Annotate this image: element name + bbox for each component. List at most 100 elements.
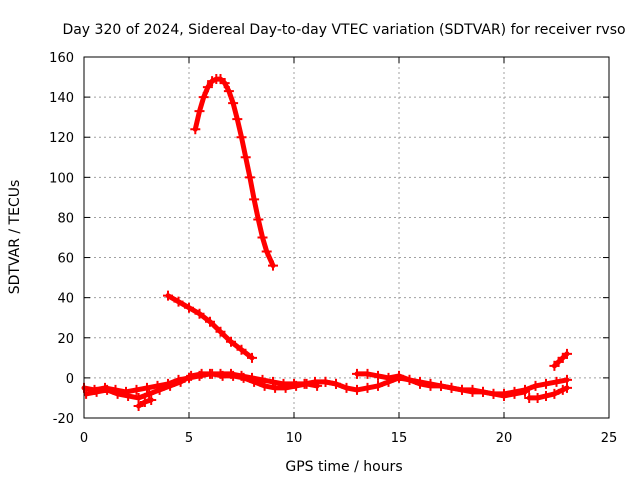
- y-tick-label: 40: [57, 292, 74, 307]
- data-point: [84, 388, 92, 399]
- data-point: [194, 106, 205, 117]
- data-point: [562, 348, 572, 359]
- data-point: [478, 386, 488, 397]
- y-tick-label: 140: [49, 91, 74, 106]
- data-point: [373, 380, 383, 391]
- data-point: [163, 290, 173, 301]
- y-tick-label: 20: [57, 332, 74, 347]
- y-tick-label: 160: [49, 51, 74, 66]
- data-point: [549, 388, 560, 399]
- data-point: [457, 384, 467, 395]
- data-point: [236, 132, 247, 143]
- data-point: [144, 388, 155, 399]
- data-point: [186, 370, 197, 381]
- data-point: [520, 386, 530, 397]
- data-point: [228, 98, 239, 109]
- data-point: [446, 382, 457, 393]
- series-band: [551, 351, 570, 369]
- series-baseline-d: [352, 368, 530, 401]
- tick-layer: 0 5 10 15 20 25 -20 0 20 40 60 80 100 120 140 160: [49, 51, 617, 446]
- data-layer: [81, 74, 572, 411]
- data-point: [394, 370, 404, 381]
- series-baseline-f: [133, 394, 157, 411]
- y-tick-label: 0: [66, 372, 74, 387]
- data-point: [207, 368, 218, 379]
- data-point: [373, 370, 383, 381]
- data-point: [184, 302, 194, 313]
- data-point: [194, 308, 205, 319]
- chart-title: Day 320 of 2024, Sidereal Day-to-day VTE…: [62, 22, 625, 38]
- data-point: [562, 382, 572, 393]
- y-tick-label: 100: [49, 171, 74, 186]
- data-point: [215, 326, 226, 337]
- data-point: [404, 374, 415, 385]
- x-axis-label: GPS time / hours: [285, 459, 402, 475]
- data-point: [499, 390, 509, 401]
- y-tick-label: 80: [57, 211, 74, 226]
- data-point: [436, 380, 446, 391]
- data-point: [219, 78, 230, 89]
- data-point: [383, 372, 394, 383]
- data-point: [112, 388, 123, 399]
- data-point: [175, 376, 186, 387]
- data-point: [198, 92, 209, 103]
- data-point: [541, 390, 551, 401]
- data-point: [261, 246, 272, 257]
- data-point: [238, 372, 249, 383]
- data-point: [146, 394, 157, 405]
- data-point: [331, 378, 341, 389]
- data-point: [341, 382, 352, 393]
- data-point: [202, 82, 213, 93]
- data-point: [240, 152, 251, 163]
- data-point: [247, 352, 257, 363]
- data-point: [425, 378, 436, 389]
- data-point: [532, 392, 543, 403]
- data-point: [320, 376, 331, 387]
- data-point: [131, 384, 142, 395]
- x-tick-label: 25: [601, 431, 618, 446]
- series-arc-high: [190, 74, 278, 271]
- series-band: [165, 293, 255, 361]
- data-point: [249, 376, 260, 387]
- data-point: [253, 214, 264, 225]
- data-point: [362, 368, 373, 379]
- y-tick-label: -20: [53, 412, 74, 427]
- x-tick-label: 0: [80, 431, 88, 446]
- data-point: [291, 380, 302, 391]
- data-point: [524, 392, 535, 403]
- series-baseline-e: [524, 382, 572, 403]
- data-point: [530, 380, 541, 391]
- data-point: [196, 368, 207, 379]
- data-point: [362, 382, 373, 393]
- data-point: [268, 260, 278, 271]
- x-tick-label: 20: [496, 431, 513, 446]
- data-point: [226, 336, 236, 347]
- x-tick-label: 10: [286, 431, 303, 446]
- y-axis-label: SDTVAR / TECUs: [7, 180, 23, 295]
- data-point: [312, 380, 323, 391]
- data-point: [301, 378, 312, 389]
- data-point: [91, 386, 102, 397]
- data-point: [259, 380, 270, 391]
- data-point: [139, 396, 150, 407]
- data-point: [352, 368, 362, 379]
- data-point: [270, 382, 281, 393]
- data-point: [249, 194, 260, 205]
- data-point: [257, 232, 268, 243]
- data-point: [467, 384, 478, 395]
- data-point: [217, 370, 228, 381]
- data-point: [165, 380, 176, 391]
- grid-layer: [84, 57, 609, 418]
- data-point: [190, 124, 201, 135]
- series-arc-mid: [163, 290, 257, 363]
- y-tick-label: 120: [49, 131, 74, 146]
- data-point: [488, 388, 499, 399]
- data-point: [541, 378, 551, 389]
- data-point: [352, 384, 362, 395]
- data-point: [551, 376, 562, 387]
- data-point: [280, 382, 291, 393]
- y-tick-label: 60: [57, 252, 74, 267]
- data-point: [223, 86, 234, 97]
- x-tick-label: 15: [391, 431, 408, 446]
